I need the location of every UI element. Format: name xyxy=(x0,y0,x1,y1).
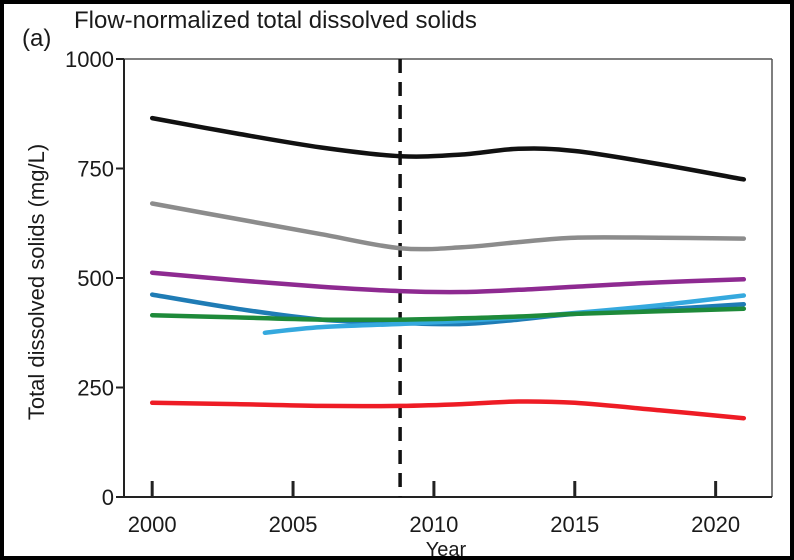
x-tick-label: 2000 xyxy=(128,512,177,537)
x-axis: 2000 2005 2010 2015 2020 xyxy=(128,481,740,537)
panel-label: (a) xyxy=(22,25,51,52)
y-tick-label: 250 xyxy=(77,376,114,401)
x-tick-label: 2020 xyxy=(691,512,740,537)
x-tick-label: 2015 xyxy=(550,512,599,537)
series-line-5 xyxy=(262,293,747,336)
x-axis-label: Year xyxy=(426,539,467,556)
y-tick-label: 500 xyxy=(77,266,114,291)
x-tick-label: 2005 xyxy=(269,512,318,537)
series-line-7 xyxy=(149,399,747,421)
series-line-1 xyxy=(149,115,747,182)
chart-title: Flow-normalized total dissolved solids xyxy=(74,7,477,34)
series-line-2 xyxy=(149,201,747,252)
series-line-3 xyxy=(149,270,747,295)
y-tick-label: 750 xyxy=(77,157,114,182)
series-line-6 xyxy=(149,306,747,323)
figure-frame: (a) Flow-normalized total dissolved soli… xyxy=(4,4,790,556)
x-tick-label: 2010 xyxy=(409,512,458,537)
y-axis-label: Total dissolved solids (mg/L) xyxy=(24,144,49,420)
chart-svg: (a) Flow-normalized total dissolved soli… xyxy=(22,7,773,556)
y-tick-label: 0 xyxy=(102,485,114,510)
y-axis: 0 250 500 750 1000 xyxy=(65,47,124,510)
y-tick-label: 1000 xyxy=(65,47,114,72)
series-group xyxy=(149,115,747,421)
